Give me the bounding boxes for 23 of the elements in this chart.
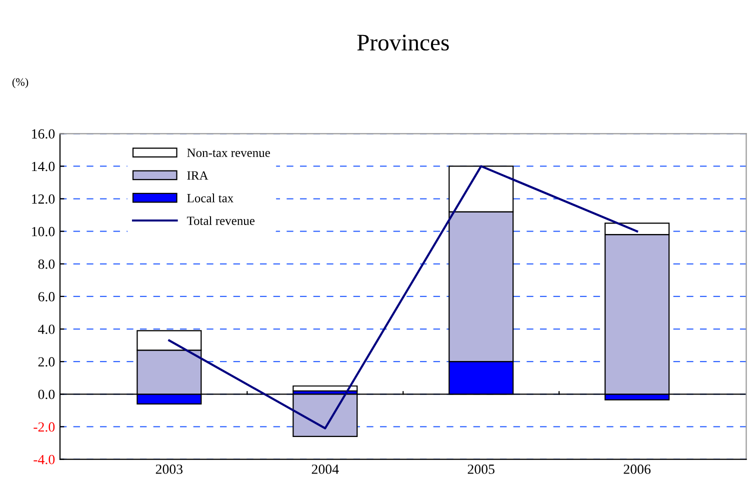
legend-label: IRA [187, 171, 208, 180]
y-tick-label: 4.0 [38, 324, 55, 334]
x-tick-label: 2004 [312, 464, 339, 474]
legend-label: Total revenue [186, 216, 255, 226]
y-tick-label: 14.0 [32, 162, 55, 172]
y-tick-label: 6.0 [38, 292, 55, 302]
legend-label: Local tax [187, 194, 234, 202]
y-tick-label: 2.0 [38, 357, 55, 367]
x-tick-label: 2003 [156, 464, 183, 474]
y-axis-title: (%) [12, 78, 28, 88]
x-tick-label: 2006 [624, 464, 651, 474]
y-tick-label: 10.0 [32, 226, 55, 236]
y-tick-label: -2.0 [34, 422, 55, 432]
chart-title: Provinces [357, 34, 449, 51]
y-tick-label: 16.0 [32, 129, 55, 139]
bar [292, 385, 358, 392]
line-series [168, 165, 638, 430]
y-tick-label: -4.0 [34, 454, 55, 464]
y-tick-label: 0.0 [38, 390, 55, 400]
y-tick-label: 8.0 [38, 259, 55, 269]
y-tick-label: 12.0 [32, 194, 55, 204]
x-tick-label: 2005 [468, 464, 494, 474]
legend-label: Non-tax revenue [187, 148, 270, 158]
